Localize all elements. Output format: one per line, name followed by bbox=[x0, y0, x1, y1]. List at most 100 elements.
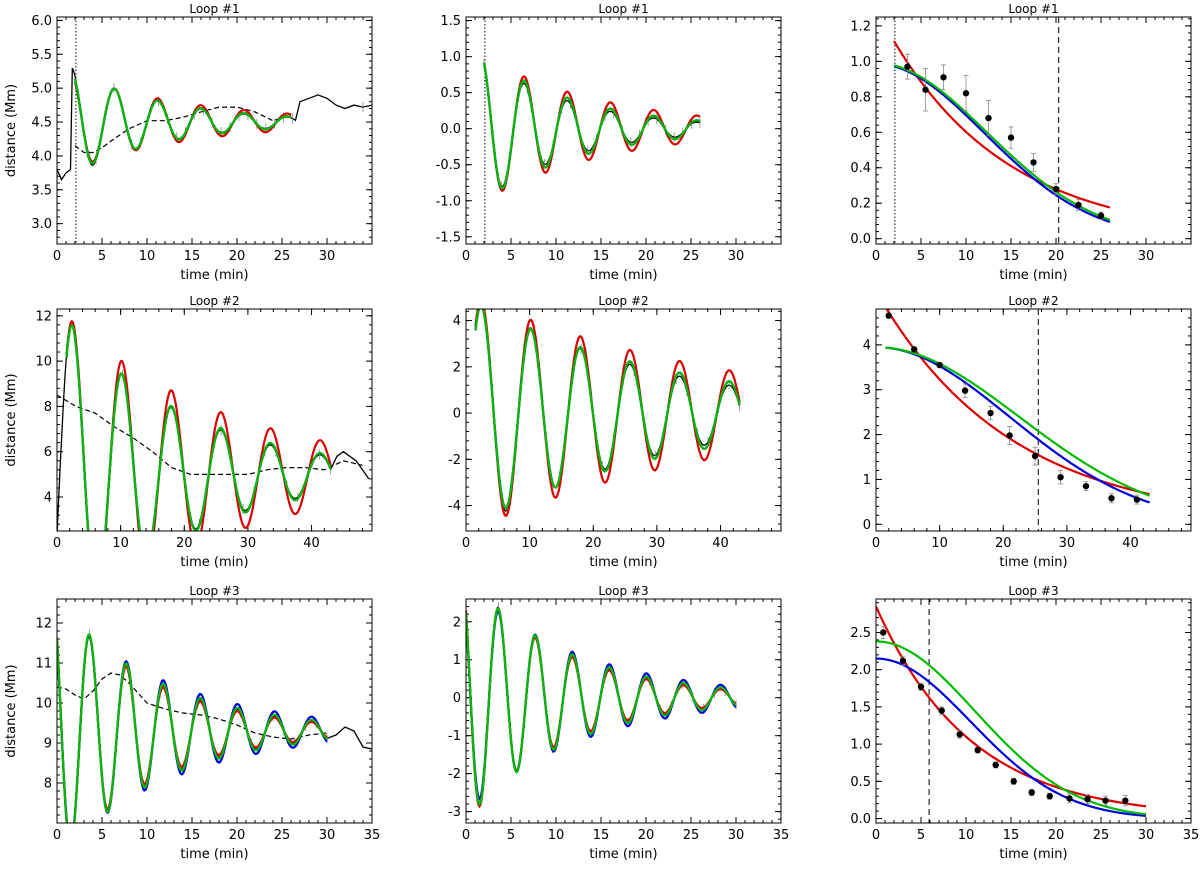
y-tick-label: 0 bbox=[863, 518, 871, 533]
axes-frame bbox=[875, 598, 1192, 824]
axes-frame bbox=[465, 308, 782, 532]
y-tick-label: 3.5 bbox=[31, 183, 52, 198]
y-tick-label: 4 bbox=[453, 314, 461, 329]
data-point bbox=[992, 761, 999, 769]
panel-title: Loop #3 bbox=[189, 584, 239, 598]
x-tick-label: 25 bbox=[683, 828, 700, 843]
x-tick-label: 30 bbox=[240, 536, 257, 551]
plot-area bbox=[57, 17, 372, 244]
x-tick-label: 15 bbox=[1003, 828, 1020, 843]
x-tick-label: 30 bbox=[1138, 828, 1155, 843]
panel-title: Loop #1 bbox=[1008, 2, 1058, 16]
x-tick-label: 20 bbox=[1048, 249, 1065, 264]
green-fit-curve bbox=[73, 78, 292, 165]
x-tick-label: 5 bbox=[507, 828, 515, 843]
x-tick-label: 20 bbox=[638, 249, 655, 264]
y-tick-label: 0.5 bbox=[440, 86, 461, 101]
red-fit-curve bbox=[876, 605, 1147, 808]
plot-area bbox=[876, 599, 1147, 823]
y-axis-label: distance (Mm) bbox=[4, 664, 19, 757]
x-tick-label: 10 bbox=[958, 249, 975, 264]
panel-title: Loop #1 bbox=[189, 2, 239, 16]
data-curve bbox=[466, 606, 737, 809]
y-tick-label: 2 bbox=[453, 360, 461, 375]
data-point bbox=[910, 346, 918, 353]
y-tick-label: 2.0 bbox=[850, 663, 871, 678]
green-fit-curve bbox=[466, 607, 737, 807]
background-trend-line bbox=[57, 672, 328, 740]
red-fit-curve bbox=[73, 81, 292, 163]
y-tick-label: 1.5 bbox=[440, 14, 461, 29]
green-fit-curve bbox=[65, 323, 332, 531]
x-tick-label: 15 bbox=[593, 828, 610, 843]
background-trend-line bbox=[74, 106, 292, 154]
x-tick-label: 0 bbox=[462, 828, 470, 843]
data-point bbox=[961, 387, 969, 394]
background-trend-line bbox=[57, 394, 363, 475]
blue-fit-curve bbox=[893, 65, 1111, 224]
y-tick-label: 3.0 bbox=[31, 217, 52, 232]
plot-area bbox=[893, 17, 1111, 244]
panel-3: Loop #1 time (min) 0 5 10 15 20 25 30 0.0 0.2 0.4 0.… bbox=[850, 2, 1192, 283]
data-point bbox=[956, 731, 963, 738]
data-point bbox=[1108, 495, 1115, 502]
x-tick-label: 10 bbox=[931, 536, 948, 551]
axes-frame bbox=[465, 598, 782, 824]
x-tick-label: 5 bbox=[98, 249, 106, 264]
y-tick-label: 5.0 bbox=[31, 82, 52, 97]
data-point bbox=[940, 74, 947, 81]
x-tick-label: 35 bbox=[364, 828, 381, 843]
green-fit-curve bbox=[57, 633, 328, 823]
x-tick-label: 35 bbox=[773, 828, 790, 843]
y-tick-label: -3 bbox=[448, 805, 461, 820]
x-tick-label: 25 bbox=[274, 249, 291, 264]
plot-area bbox=[57, 319, 370, 531]
y-tick-label: -2 bbox=[448, 453, 461, 468]
x-tick-label: 25 bbox=[1093, 249, 1110, 264]
y-tick-label: 0.0 bbox=[440, 122, 461, 137]
y-tick-label: 0.2 bbox=[850, 197, 871, 212]
y-tick-label: 12 bbox=[35, 309, 52, 324]
data-point bbox=[1102, 797, 1109, 804]
data-point bbox=[1046, 793, 1053, 800]
y-tick-label: 12 bbox=[35, 617, 52, 632]
x-tick-label: 0 bbox=[53, 536, 61, 551]
x-tick-label: 25 bbox=[274, 828, 291, 843]
x-tick-label: 35 bbox=[1183, 828, 1200, 843]
x-tick-label: 10 bbox=[139, 249, 156, 264]
data-point bbox=[880, 629, 887, 636]
x-tick-label: 40 bbox=[712, 536, 729, 551]
y-tick-label: -0.5 bbox=[436, 158, 461, 173]
panel-6: Loop #2 time (min) 0 10 20 30 40 0 1 2 3 4 bbox=[863, 294, 1192, 570]
x-tick-label: 30 bbox=[319, 249, 336, 264]
x-tick-label: 10 bbox=[958, 828, 975, 843]
x-axis-label: time (min) bbox=[999, 555, 1067, 570]
data-point bbox=[974, 746, 981, 754]
x-axis-label: time (min) bbox=[180, 555, 248, 570]
x-tick-label: 30 bbox=[649, 536, 666, 551]
y-tick-label: 0.4 bbox=[850, 161, 871, 176]
x-tick-label: 15 bbox=[184, 828, 201, 843]
blue-fit-curve bbox=[73, 78, 292, 165]
x-tick-label: 0 bbox=[53, 249, 61, 264]
y-tick-label: 10 bbox=[35, 355, 52, 370]
y-tick-label: -2 bbox=[448, 767, 461, 782]
data-point bbox=[1082, 482, 1090, 490]
y-tick-label: -1.0 bbox=[436, 194, 461, 209]
red-fit-curve bbox=[474, 309, 741, 518]
x-axis-label: time (min) bbox=[180, 268, 248, 283]
x-tick-label: 5 bbox=[917, 828, 925, 843]
red-fit-curve bbox=[482, 62, 701, 192]
data-point bbox=[962, 90, 970, 97]
y-tick-label: 4 bbox=[863, 338, 871, 353]
panel-2: Loop #1 time (min) 0 5 10 15 20 25 30 -1.5 -1.0 -0.… bbox=[436, 2, 782, 283]
data-point bbox=[985, 114, 992, 122]
data-point bbox=[922, 86, 929, 93]
x-axis-label: time (min) bbox=[589, 847, 657, 862]
plot-area bbox=[466, 602, 737, 809]
y-tick-label: 0 bbox=[453, 691, 461, 706]
panel-title: Loop #1 bbox=[598, 2, 648, 16]
blue-fit-curve bbox=[482, 62, 701, 190]
x-tick-label: 15 bbox=[593, 249, 610, 264]
